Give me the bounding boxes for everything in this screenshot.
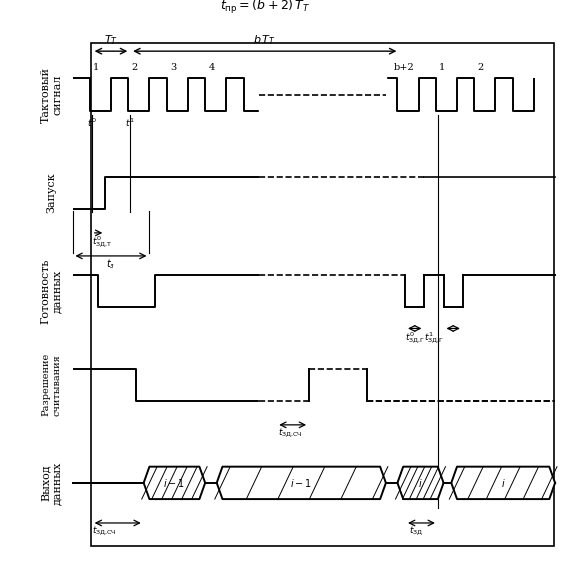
Polygon shape [398, 466, 444, 499]
Text: 1: 1 [93, 64, 99, 73]
Text: Разрешение
считывания: Разрешение считывания [41, 353, 61, 417]
Text: $t^0$: $t^0$ [87, 117, 97, 129]
Text: $t_{\text{ЗД,СЧ}}$: $t_{\text{ЗД,СЧ}}$ [92, 525, 116, 537]
Bar [90, 42, 554, 546]
Polygon shape [451, 466, 555, 499]
Text: 2: 2 [478, 64, 484, 73]
Text: 2: 2 [132, 64, 138, 73]
Text: $i$: $i$ [418, 477, 423, 489]
Text: Выход
данных: Выход данных [40, 461, 62, 504]
Text: 4: 4 [208, 64, 215, 73]
Polygon shape [217, 466, 386, 499]
Text: Запуск: Запуск [47, 172, 56, 213]
Text: $t_{\text{пр}} = (b+2)\, T_T$: $t_{\text{пр}} = (b+2)\, T_T$ [220, 0, 310, 16]
Text: $t^1_{\text{ЗД,Г}}$: $t^1_{\text{ЗД,Г}}$ [424, 331, 444, 346]
Text: $t^0_{\text{ЗД,Т}}$: $t^0_{\text{ЗД,Т}}$ [92, 234, 112, 250]
Text: 3: 3 [170, 64, 177, 73]
Text: $T_T$: $T_T$ [104, 33, 118, 47]
Text: $i-1$: $i-1$ [290, 477, 312, 489]
Text: b+2: b+2 [394, 64, 414, 73]
Text: $t_{\text{ЗД}}$: $t_{\text{ЗД}}$ [409, 525, 423, 537]
Text: $t^0_{\text{ЗД,Г}}$: $t^0_{\text{ЗД,Г}}$ [405, 331, 425, 346]
Text: $i$: $i$ [501, 477, 506, 489]
Text: $t^1$: $t^1$ [126, 117, 135, 129]
Text: $t_з$: $t_з$ [106, 258, 115, 272]
Text: Тактовый
сигнал: Тактовый сигнал [40, 66, 62, 123]
Text: $t_{\text{ЗД,СЧ}}$: $t_{\text{ЗД,СЧ}}$ [278, 426, 303, 439]
Text: $b\, T_T$: $b\, T_T$ [253, 33, 276, 47]
Text: Готовность
данных: Готовность данных [40, 258, 62, 324]
Text: 1: 1 [439, 64, 445, 73]
Polygon shape [144, 466, 205, 499]
Text: $i-1$: $i-1$ [164, 477, 185, 489]
